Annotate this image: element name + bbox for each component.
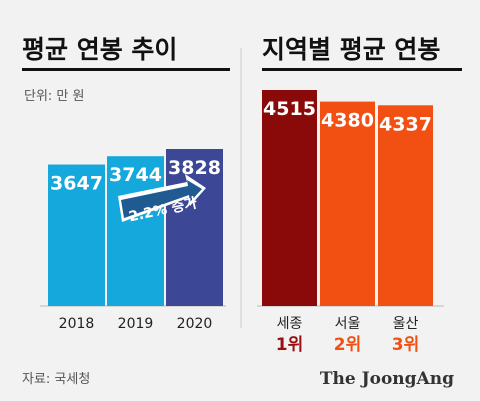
source-label: 자료: 국세청 [22,372,90,387]
right-category-group: 세종 1위 서울 2위 울산 3위 [276,316,419,355]
bar-value-울산: 4337 [379,113,432,135]
category-2020: 2020 [177,316,213,332]
bar-value-2020: 3828 [168,157,221,179]
category-세종: 세종 [277,316,303,332]
brand-logo: The JoongAng [320,369,454,389]
bar-2018 [48,164,105,306]
bar-울산 [378,105,433,306]
rank-울산: 3위 [392,335,419,355]
bar-value-2019: 3744 [109,164,162,186]
bar-2019 [107,156,164,306]
category-서울: 서울 [335,316,361,332]
left-title-underline [22,68,230,71]
right-chart-title: 지역별 평균 연봉 [262,35,440,64]
left-chart-title: 평균 연봉 추이 [22,35,177,64]
bar-value-2018: 3647 [50,173,103,195]
bar-세종 [262,90,317,306]
right-title-underline [262,68,462,71]
bar-value-세종: 4515 [263,98,316,120]
rank-서울: 2위 [334,335,361,355]
left-category-group: 2018 2019 2020 [59,316,213,332]
category-2018: 2018 [59,316,95,332]
bar-2020 [166,149,223,306]
category-울산: 울산 [393,316,419,332]
rank-세종: 1위 [276,335,303,355]
unit-label: 단위: 만 원 [24,89,85,104]
category-2019: 2019 [118,316,154,332]
bar-value-서울: 4380 [321,110,374,132]
bar-서울 [320,101,375,306]
increase-arrow-body [121,180,202,218]
left-bar-group: 3647 3744 3828 [48,149,223,306]
increase-arrow: 2.2% 증가 [118,174,206,225]
